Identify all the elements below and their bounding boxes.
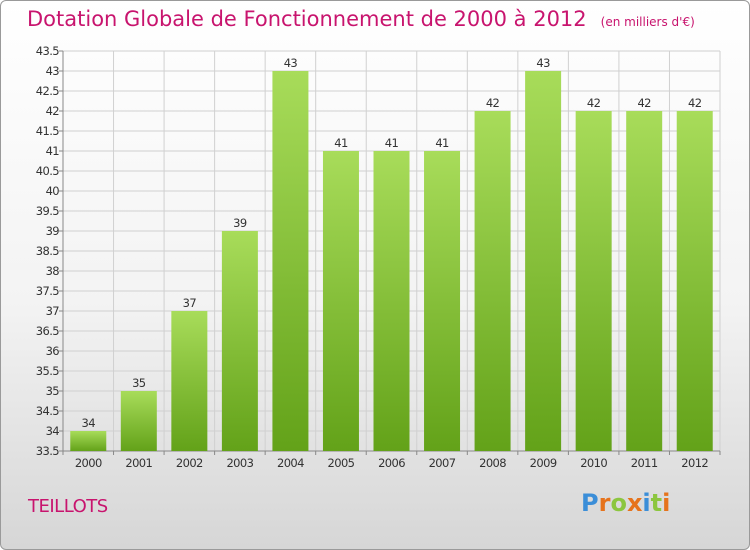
proxiti-logo: Proxiti (581, 489, 670, 517)
bar-value-label: 43 (284, 56, 298, 70)
bar-value-label: 34 (82, 416, 96, 430)
bar-value-label: 42 (637, 96, 651, 110)
logo-letter: r (598, 489, 611, 517)
y-tick-label: 37.5 (36, 284, 59, 298)
bar-value-label: 39 (233, 216, 247, 230)
chart-title-text: Dotation Globale de Fonctionnement de 20… (27, 7, 587, 31)
y-tick-label: 43 (46, 64, 60, 78)
y-tick-label: 36.5 (36, 324, 59, 338)
y-tick-label: 36 (46, 344, 60, 358)
x-tick-label: 2002 (176, 456, 203, 470)
y-tick-label: 41 (46, 144, 60, 158)
bar-value-label: 41 (435, 136, 449, 150)
x-tick-label: 2007 (429, 456, 456, 470)
logo-letter: o (610, 489, 627, 517)
bar-value-label: 41 (385, 136, 399, 150)
x-tick-label: 2008 (479, 456, 506, 470)
bar-value-label: 42 (486, 96, 500, 110)
y-tick-label: 34 (46, 424, 60, 438)
y-tick-label: 35 (46, 384, 60, 398)
y-tick-label: 40 (46, 184, 60, 198)
bar (322, 151, 359, 451)
bar (626, 111, 663, 451)
bar-value-label: 41 (334, 136, 348, 150)
commune-name: TEILLOTS (28, 496, 108, 517)
x-tick-label: 2003 (226, 456, 253, 470)
y-tick-label: 41.5 (36, 124, 59, 138)
bars (70, 71, 713, 451)
logo-letter: i (662, 489, 671, 517)
x-tick-label: 2005 (328, 456, 355, 470)
y-tick-label: 40.5 (36, 164, 59, 178)
x-tick-label: 2000 (75, 456, 102, 470)
bar (525, 71, 562, 451)
bar-value-label: 43 (536, 56, 550, 70)
bar-value-label: 35 (132, 376, 146, 390)
y-tick-label: 42.5 (36, 84, 59, 98)
y-tick-label: 38.5 (36, 244, 59, 258)
x-tick-label: 2009 (530, 456, 557, 470)
bar (171, 311, 208, 451)
bar (272, 71, 309, 451)
bar-value-label: 42 (688, 96, 702, 110)
x-tick-label: 2010 (580, 456, 607, 470)
bar (221, 231, 258, 451)
chart-title: Dotation Globale de Fonctionnement de 20… (27, 7, 695, 31)
x-tick-label: 2001 (125, 456, 152, 470)
bar (676, 111, 713, 451)
bar (373, 151, 410, 451)
bar (70, 431, 107, 451)
logo-letter: P (581, 489, 599, 517)
bar-value-label: 42 (587, 96, 601, 110)
logo-letter: i (642, 489, 651, 517)
x-tick-label: 2006 (378, 456, 405, 470)
bar (424, 151, 461, 451)
chart-subtitle: (en milliers d'€) (600, 15, 695, 29)
y-tick-label: 43.5 (36, 44, 59, 58)
x-tick-label: 2012 (681, 456, 708, 470)
logo-letter: t (650, 489, 663, 517)
bar (120, 391, 157, 451)
bar (575, 111, 612, 451)
y-tick-label: 34.5 (36, 404, 59, 418)
bar-value-label: 37 (183, 296, 197, 310)
y-tick-label: 42 (46, 104, 60, 118)
y-tick-label: 39 (46, 224, 60, 238)
y-tick-label: 38 (46, 264, 60, 278)
labels: 33.5 34 34.5 35 35.5 36 36.5 37 37.5 38 38.5 39 39.5… (36, 44, 709, 470)
y-tick-label: 33.5 (36, 444, 59, 458)
y-tick-label: 39.5 (36, 204, 59, 218)
bar (474, 111, 511, 451)
x-tick-label: 2004 (277, 456, 304, 470)
logo-letter: x (626, 489, 643, 517)
x-tick-label: 2011 (631, 456, 658, 470)
y-tick-label: 37 (46, 304, 60, 318)
y-tick-label: 35.5 (36, 364, 59, 378)
